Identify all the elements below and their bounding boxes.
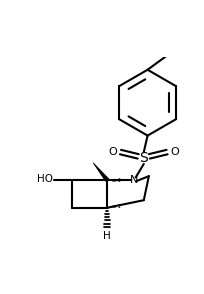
Text: H: H [103,231,111,241]
Polygon shape [93,163,109,181]
Text: or1: or1 [112,178,122,183]
Text: HO: HO [37,174,53,184]
Text: or1: or1 [112,204,122,209]
Text: N: N [130,175,138,185]
Text: O: O [170,146,179,157]
Text: O: O [109,146,117,157]
Text: S: S [139,151,148,166]
